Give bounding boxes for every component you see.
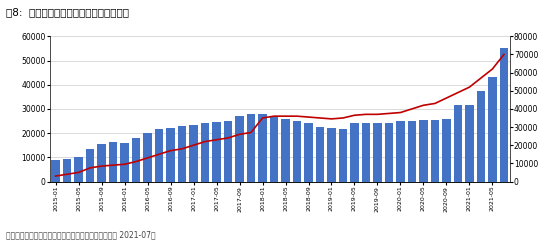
Bar xyxy=(293,121,301,182)
Bar xyxy=(120,143,129,182)
Bar xyxy=(327,128,336,182)
Bar xyxy=(500,48,508,182)
Bar xyxy=(166,128,175,182)
Text: 数据来源：基金业协会，广发证券发展研究中心（截至 2021-07）: 数据来源：基金业协会，广发证券发展研究中心（截至 2021-07） xyxy=(6,231,155,240)
Bar xyxy=(258,114,267,182)
Bar xyxy=(338,129,347,182)
Bar xyxy=(189,125,198,182)
Bar xyxy=(178,126,186,182)
Bar xyxy=(281,119,290,182)
Bar xyxy=(454,105,462,182)
Bar xyxy=(396,121,405,182)
Bar xyxy=(235,116,244,182)
Bar xyxy=(224,121,232,182)
Bar xyxy=(132,138,140,182)
Bar xyxy=(362,123,370,182)
Bar xyxy=(74,157,83,182)
Bar xyxy=(155,129,163,182)
Bar xyxy=(86,149,94,182)
Bar xyxy=(476,91,485,182)
Bar xyxy=(488,77,497,182)
Bar xyxy=(98,144,106,182)
Bar xyxy=(373,123,382,182)
Bar xyxy=(63,159,71,182)
Bar xyxy=(419,120,428,182)
Bar xyxy=(465,105,474,182)
Bar xyxy=(304,123,313,182)
Bar xyxy=(316,127,324,182)
Bar xyxy=(430,120,439,182)
Bar xyxy=(109,142,117,182)
Bar xyxy=(212,122,221,182)
Bar xyxy=(247,114,255,182)
Bar xyxy=(270,116,278,182)
Bar xyxy=(408,121,416,182)
Bar xyxy=(350,123,359,182)
Bar xyxy=(384,123,393,182)
Bar xyxy=(442,119,451,182)
Text: 图8:  私募证券基金存续备案产品信息统计: 图8: 私募证券基金存续备案产品信息统计 xyxy=(6,7,129,17)
Bar xyxy=(143,133,152,182)
Bar xyxy=(52,160,60,182)
Bar xyxy=(201,123,209,182)
